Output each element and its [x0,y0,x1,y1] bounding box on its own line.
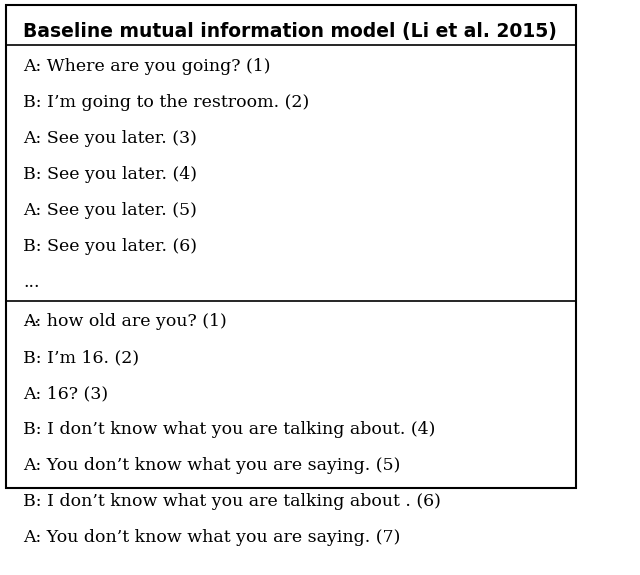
Text: A: See you later. (5): A: See you later. (5) [23,202,197,219]
Text: Baseline mutual information model (Li et al. 2015): Baseline mutual information model (Li et… [23,22,557,41]
Text: A: See you later. (3): A: See you later. (3) [23,131,197,147]
Text: A: how old are you? (1): A: how old are you? (1) [23,313,227,330]
Text: ...: ... [23,310,40,327]
Text: B: I’m going to the restroom. (2): B: I’m going to the restroom. (2) [23,94,310,111]
Text: A: You don’t know what you are saying. (7): A: You don’t know what you are saying. (… [23,530,401,546]
Text: B: I don’t know what you are talking about. (4): B: I don’t know what you are talking abo… [23,421,436,438]
Text: B: I’m 16. (2): B: I’m 16. (2) [23,349,140,366]
FancyBboxPatch shape [6,5,577,488]
Text: ...: ... [23,274,40,292]
Text: ...: ... [23,565,40,575]
Text: A: 16? (3): A: 16? (3) [23,385,108,402]
Text: B: I don’t know what you are talking about . (6): B: I don’t know what you are talking abo… [23,493,441,511]
Text: A: You don’t know what you are saying. (5): A: You don’t know what you are saying. (… [23,457,401,474]
Text: A: Where are you going? (1): A: Where are you going? (1) [23,58,271,75]
Text: B: See you later. (4): B: See you later. (4) [23,166,197,183]
Text: B: See you later. (6): B: See you later. (6) [23,238,197,255]
